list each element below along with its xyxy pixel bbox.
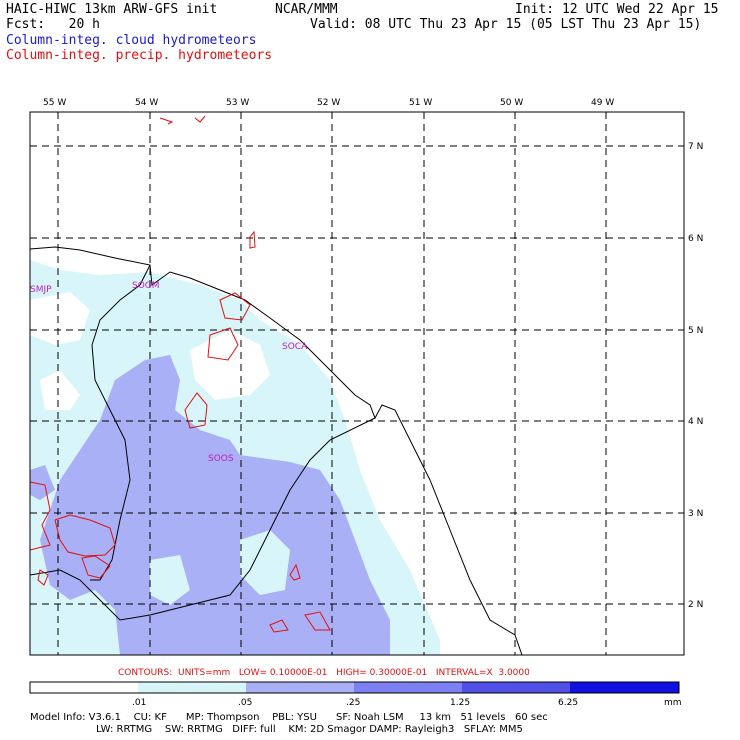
organization-label: NCAR/MMM <box>275 2 338 17</box>
lat-label: 6 N <box>688 234 703 244</box>
lon-label: 50 W <box>500 98 523 108</box>
model-info-line2: LW: RRTMG SW: RRTMG DIFF: full KM: 2D Sm… <box>96 724 523 735</box>
lat-label: 5 N <box>688 326 703 336</box>
lon-label: 49 W <box>591 98 614 108</box>
colorbar-tick: 6.25 <box>558 698 578 708</box>
lat-label: 4 N <box>688 417 703 427</box>
lon-label: 51 W <box>409 98 432 108</box>
forecast-hour: Fcst: 20 h <box>6 17 100 32</box>
graticule <box>30 112 684 655</box>
lat-label: 2 N <box>688 600 703 610</box>
colorbar-ticks: .01 .05 .25 1.25 6.25 mm <box>132 698 682 708</box>
lon-label: 52 W <box>317 98 340 108</box>
station-label: SOGM <box>132 281 160 291</box>
cloud-field-medium <box>40 355 390 655</box>
precip-contours <box>29 115 331 633</box>
colorbar <box>29 681 680 694</box>
lon-label: 54 W <box>135 98 158 108</box>
colorbar-tick: 1.25 <box>450 698 470 708</box>
colorbar-tick: .25 <box>346 698 360 708</box>
contours-info: CONTOURS: UNITS=mm LOW= 0.10000E-01 HIGH… <box>118 668 530 678</box>
colorbar-unit: mm <box>664 698 682 708</box>
field-label-precip: Column-integ. precip. hydrometeors <box>6 48 273 63</box>
lat-label: 3 N <box>688 509 703 519</box>
station-labels: SMJP SOGM SOCA SOOS <box>30 281 308 464</box>
station-label: SOOS <box>208 454 234 464</box>
field-label-cloud: Column-integ. cloud hydrometeors <box>6 33 257 48</box>
lat-label: 7 N <box>688 142 703 152</box>
model-title: HAIC-HIWC 13km ARW-GFS init <box>6 2 218 17</box>
colorbar-tick: .05 <box>238 698 252 708</box>
init-time: Init: 12 UTC Wed 22 Apr 15 <box>515 2 719 17</box>
colorbar-tick: .01 <box>132 698 146 708</box>
station-label: SMJP <box>30 285 52 295</box>
valid-time: Valid: 08 UTC Thu 23 Apr 15 (05 LST Thu … <box>310 17 702 32</box>
map-frame <box>29 111 685 656</box>
station-label: SOCA <box>282 342 308 352</box>
map-fields <box>30 112 684 655</box>
model-info-line1: Model Info: V3.6.1 CU: KF MP: Thompson P… <box>30 712 548 723</box>
lat-labels: 7 N 6 N 5 N 4 N 3 N 2 N <box>688 142 703 610</box>
coastline-borders <box>30 246 523 655</box>
lon-label: 53 W <box>226 98 249 108</box>
lon-label: 55 W <box>43 98 66 108</box>
lon-labels: 55 W 54 W 53 W 52 W 51 W 50 W 49 W <box>43 98 614 108</box>
